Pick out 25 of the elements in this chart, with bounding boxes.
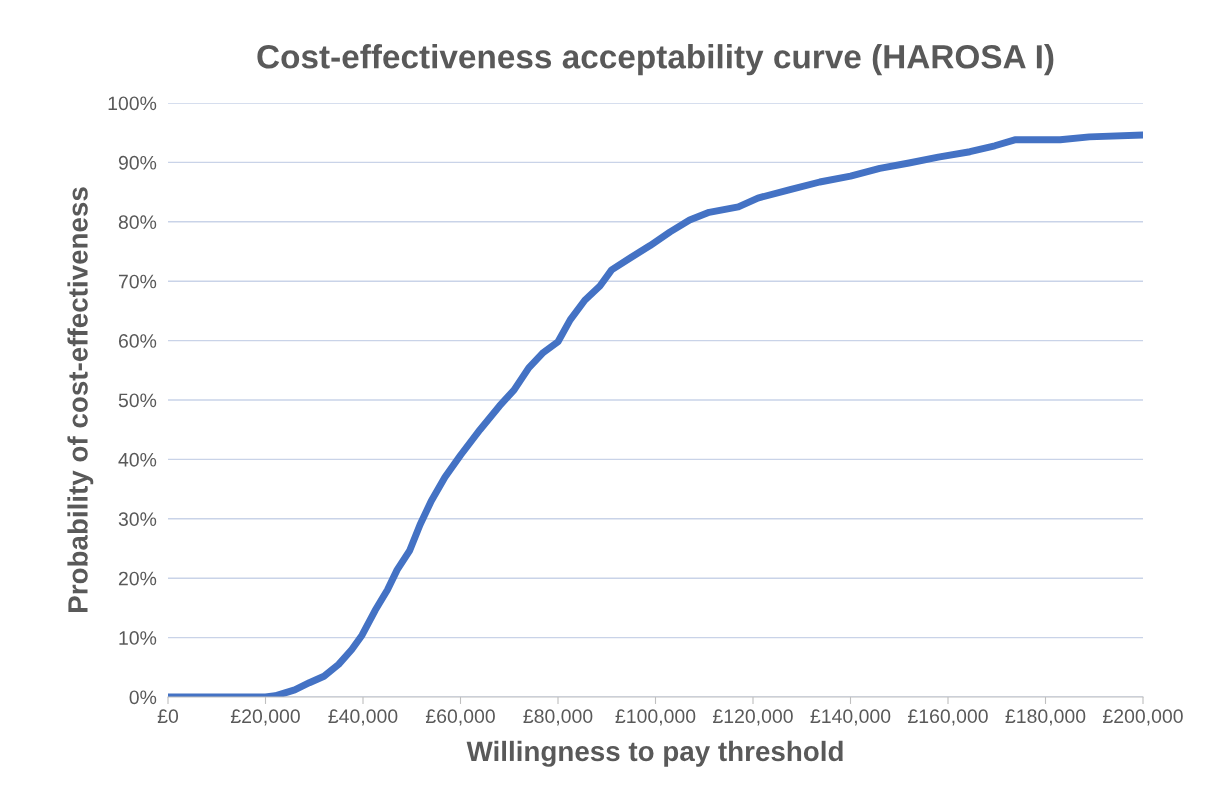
y-tick-label: 100% [108, 96, 157, 111]
y-tick-label: 30% [118, 512, 157, 527]
y-tick-label: 70% [118, 274, 157, 289]
x-tick-label: £180,000 [1005, 709, 1086, 726]
x-tick-label: £120,000 [713, 709, 793, 726]
x-tick-label: £200,000 [1103, 709, 1183, 726]
y-axis-title: Probability of cost-effectiveness [67, 187, 94, 612]
y-tick-label: 90% [118, 155, 157, 170]
y-tick-label: 80% [118, 215, 157, 230]
x-tick-label: £100,000 [615, 709, 696, 726]
x-tick-label: £140,000 [810, 709, 891, 726]
x-axis-title: Willingness to pay threshold [466, 740, 843, 767]
x-tick-label: £40,000 [328, 709, 398, 726]
y-tick-label: 0% [129, 690, 157, 705]
y-tick-label: 50% [118, 393, 157, 408]
x-tick-label: £20,000 [230, 709, 300, 726]
y-tick-label: 10% [119, 631, 157, 645]
x-tick-label: £80,000 [523, 709, 593, 726]
y-tick-label: 40% [118, 452, 157, 467]
y-tick-label: 60% [118, 334, 157, 348]
x-tick-label: £0 [157, 709, 179, 724]
y-tick-label: 20% [118, 571, 157, 586]
x-tick-label: £160,000 [908, 709, 988, 726]
chart-title: Cost-effectiveness acceptability curve (HAROSA I) [257, 44, 1054, 76]
x-tick-label: £60,000 [425, 709, 495, 726]
